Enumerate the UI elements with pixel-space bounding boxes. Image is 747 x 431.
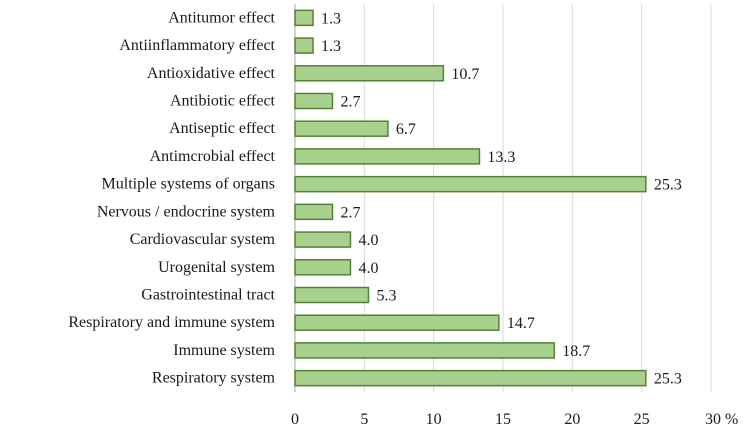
x-tick-label: 0 xyxy=(291,411,299,428)
bar xyxy=(294,37,314,54)
value-label: 13.3 xyxy=(487,149,515,166)
value-label: 18.7 xyxy=(562,343,590,360)
category-label: Antiseptic effect xyxy=(169,120,275,137)
bar xyxy=(294,314,500,331)
bar xyxy=(294,369,647,387)
category-label: Immune system xyxy=(173,342,275,359)
category-label: Nervous / endocrine system xyxy=(97,203,276,220)
value-label: 1.3 xyxy=(321,38,341,55)
x-tick-label: 10 xyxy=(426,411,442,428)
x-tick-label: 5 xyxy=(360,411,368,428)
category-label: Urogenital system xyxy=(158,259,275,276)
bar xyxy=(294,342,556,359)
x-axis-ticks: 0 5 10 15 20 25 30 % xyxy=(291,411,738,428)
x-tick-label: 20 xyxy=(564,411,580,428)
bar xyxy=(294,92,334,110)
category-label: Antioxidative effect xyxy=(147,65,276,82)
bar xyxy=(294,175,647,193)
x-tick-label: 25 xyxy=(634,411,650,428)
value-label: 1.3 xyxy=(321,10,341,27)
x-tick-label: 30 % xyxy=(705,411,738,428)
bar xyxy=(294,203,334,221)
gridlines xyxy=(294,4,712,392)
bar xyxy=(294,259,352,276)
bar xyxy=(294,120,389,137)
value-label: 25.3 xyxy=(654,371,682,388)
bar xyxy=(294,231,352,248)
value-label: 14.7 xyxy=(507,315,535,332)
category-label: Respiratory system xyxy=(152,370,276,387)
category-label: Antitumor effect xyxy=(168,9,275,26)
category-label: Antiinflammatory effect xyxy=(119,37,275,54)
value-label: 6.7 xyxy=(396,121,416,138)
bar xyxy=(294,286,370,304)
value-label: 2.7 xyxy=(340,204,360,221)
category-labels: Antitumor effect Antiinflammatory effect A… xyxy=(68,9,275,386)
category-label: Respiratory and immune system xyxy=(68,314,275,331)
bars xyxy=(294,9,647,387)
value-label: 25.3 xyxy=(654,177,682,194)
bar xyxy=(294,9,314,27)
value-label: 4.0 xyxy=(358,260,378,277)
bar xyxy=(294,148,481,165)
category-label: Antibiotic effect xyxy=(170,93,276,110)
x-tick-label: 15 xyxy=(495,411,511,428)
category-label: Multiple systems of organs xyxy=(102,176,275,193)
value-label: 5.3 xyxy=(376,288,396,305)
value-label: 10.7 xyxy=(451,66,479,83)
value-labels: 1.3 1.3 10.7 2.7 6.7 13.3 25.3 2.7 4.0 4.0 5.3 14.7… xyxy=(321,10,682,387)
category-label: Antimcrobial effect xyxy=(150,148,276,165)
category-label: Gastrointestinal tract xyxy=(141,287,275,304)
bar xyxy=(294,65,445,82)
value-label: 2.7 xyxy=(340,94,360,111)
value-label: 4.0 xyxy=(358,232,378,249)
category-label: Cardiovascular system xyxy=(130,231,276,248)
